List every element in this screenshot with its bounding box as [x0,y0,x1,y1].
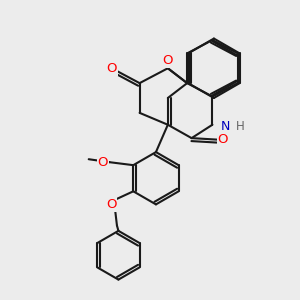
Text: O: O [98,156,108,169]
Text: H: H [236,120,245,133]
Text: O: O [106,198,116,211]
Text: O: O [163,54,173,67]
Text: O: O [218,133,228,146]
Text: O: O [106,62,117,75]
Text: N: N [221,120,230,133]
